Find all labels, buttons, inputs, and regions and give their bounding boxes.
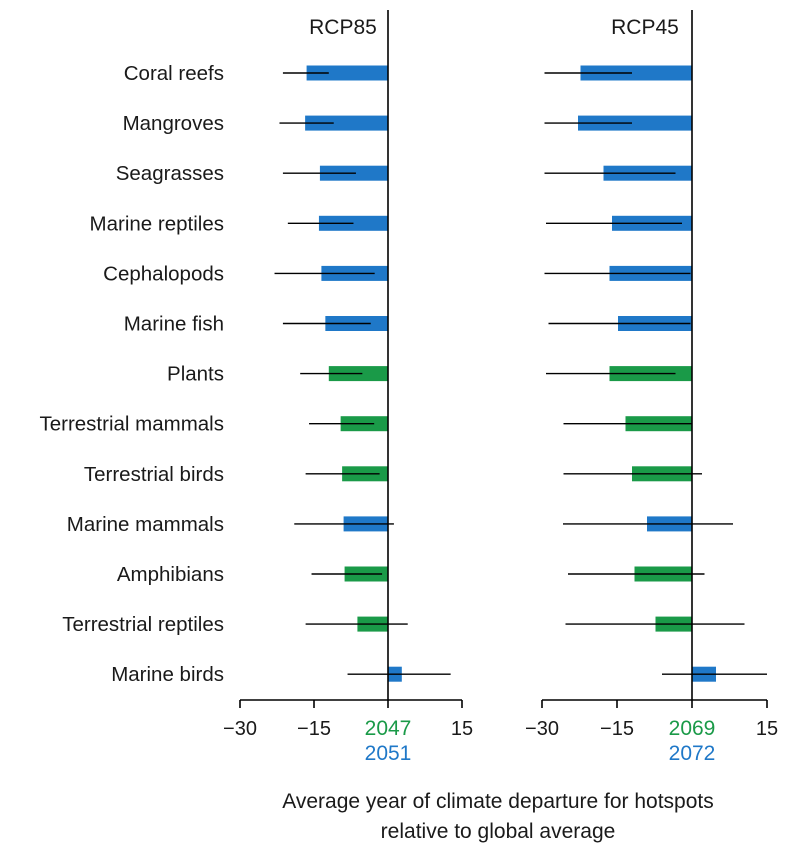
marine-reference-year: 2072 (669, 742, 716, 765)
x-axis-title-line1: Average year of climate departure for ho… (282, 790, 714, 813)
category-label: Marine fish (124, 313, 224, 336)
bar-marine (306, 65, 388, 81)
marine-reference-year: 2051 (365, 742, 412, 765)
bar-marine (580, 65, 692, 81)
x-tick-label: 15 (756, 718, 778, 740)
category-label: Terrestrial birds (84, 463, 224, 486)
category-labels: Coral reefs Mangroves Seagrasses Marine rep… (39, 62, 224, 686)
category-label: Marine reptiles (90, 212, 224, 235)
terrestrial-reference-year: 2069 (669, 717, 716, 740)
category-label: Plants (167, 363, 224, 386)
x-tick-label: −15 (297, 718, 331, 740)
x-axis-title-line2: relative to global average (381, 820, 616, 843)
x-tick-label: −15 (600, 718, 634, 740)
category-label: Coral reefs (124, 62, 224, 85)
category-label: Cephalopods (103, 262, 224, 285)
panel-title: RCP85 (309, 16, 377, 39)
x-tick-label: −30 (525, 718, 559, 740)
category-label: Seagrasses (116, 162, 224, 185)
category-label: Amphibians (117, 563, 224, 586)
category-label: Terrestrial reptiles (62, 613, 224, 636)
category-label: Terrestrial mammals (39, 413, 224, 436)
terrestrial-reference-year: 2047 (365, 717, 412, 740)
x-tick-label: 15 (451, 718, 473, 740)
bar-marine (305, 115, 388, 131)
category-label: Mangroves (123, 112, 224, 135)
bar-marine (578, 115, 692, 131)
category-label: Marine mammals (67, 513, 224, 536)
x-tick-label: −30 (223, 718, 257, 740)
panel-title: RCP45 (611, 16, 679, 39)
category-label: Marine birds (111, 663, 224, 686)
